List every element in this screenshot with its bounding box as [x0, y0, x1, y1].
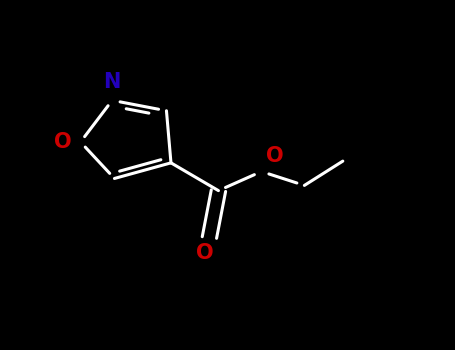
Text: O: O	[196, 243, 214, 263]
Text: N: N	[103, 72, 121, 92]
Text: O: O	[54, 132, 71, 152]
Text: O: O	[266, 146, 283, 166]
